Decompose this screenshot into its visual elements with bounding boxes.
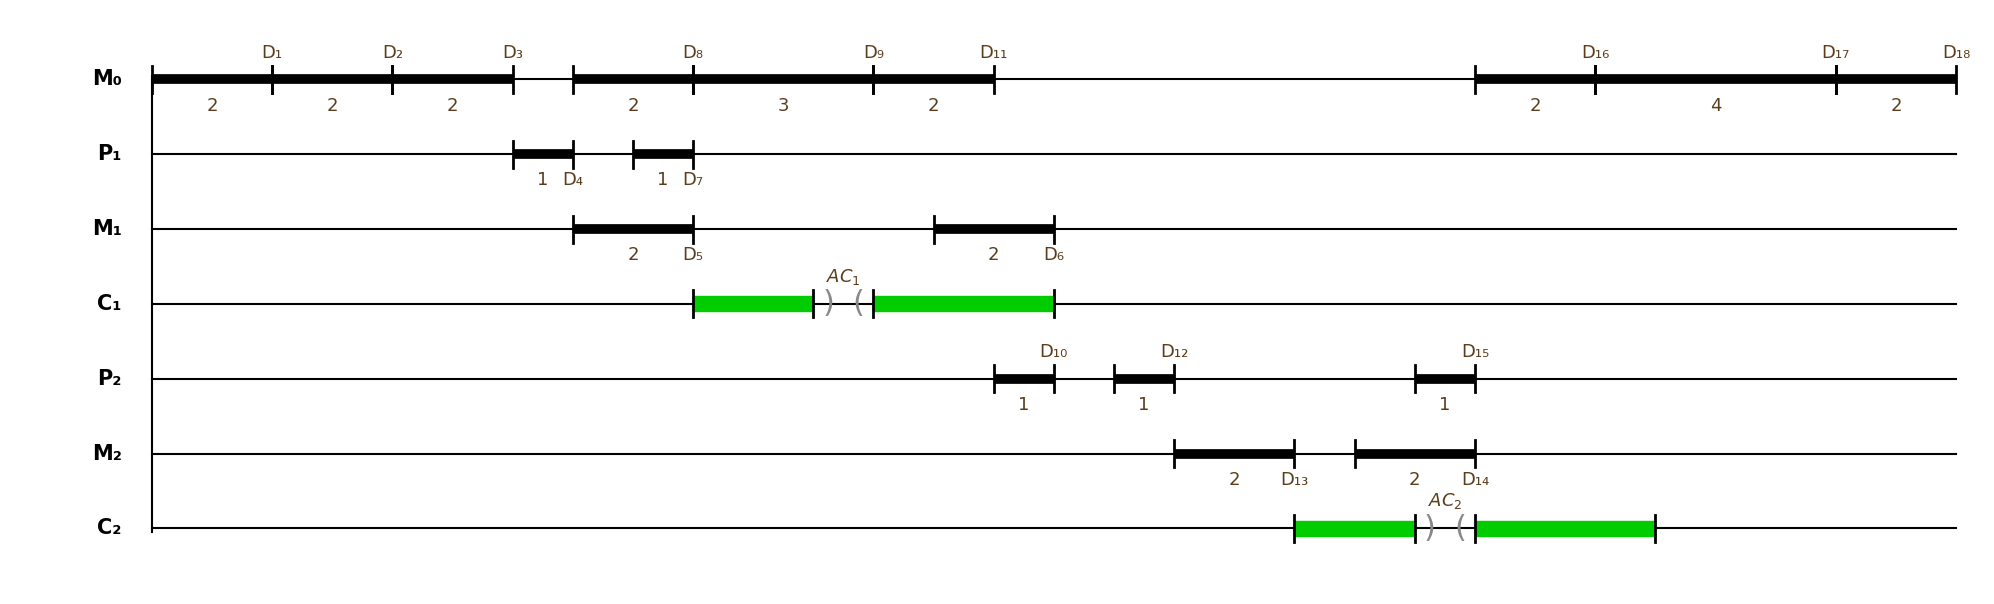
Text: 2: 2	[628, 97, 638, 115]
Text: P₂: P₂	[98, 368, 122, 389]
Text: 2: 2	[327, 97, 337, 115]
Text: D₁₂: D₁₂	[1161, 344, 1188, 361]
Text: ): )	[822, 289, 833, 318]
Text: 1: 1	[536, 172, 548, 190]
Text: 1: 1	[1139, 396, 1151, 414]
Text: D₇: D₇	[682, 172, 704, 190]
Text: M₀: M₀	[92, 69, 122, 89]
Text: D₁₄: D₁₄	[1462, 471, 1490, 489]
Text: D₁₁: D₁₁	[979, 44, 1007, 62]
Text: $AC_2$: $AC_2$	[1428, 491, 1462, 511]
Text: D₁₈: D₁₈	[1942, 44, 1970, 62]
Bar	[1476, 521, 1655, 536]
Text: D₃: D₃	[502, 44, 522, 62]
Text: 2: 2	[1890, 97, 1902, 115]
Text: D₁₅: D₁₅	[1462, 344, 1490, 361]
Text: D₆: D₆	[1043, 246, 1065, 265]
Text: 2: 2	[447, 97, 459, 115]
Text: C₂: C₂	[98, 518, 122, 538]
Text: C₁: C₁	[98, 294, 122, 314]
Text: D₅: D₅	[682, 246, 704, 265]
Text: 2: 2	[1228, 471, 1240, 489]
Bar	[1294, 521, 1414, 536]
Text: D₁₇: D₁₇	[1823, 44, 1850, 62]
Bar	[873, 297, 1055, 311]
Text: M₁: M₁	[92, 219, 122, 239]
Text: D₁₆: D₁₆	[1581, 44, 1609, 62]
Text: (: (	[1454, 514, 1466, 543]
Text: D₈: D₈	[682, 44, 704, 62]
Text: 2: 2	[1410, 471, 1420, 489]
Text: (: (	[853, 289, 863, 318]
Text: M₂: M₂	[92, 443, 122, 463]
Text: D₁: D₁	[261, 44, 283, 62]
Text: 1: 1	[1440, 396, 1450, 414]
Text: 2: 2	[927, 97, 939, 115]
Bar	[694, 297, 814, 311]
Text: 2: 2	[628, 246, 638, 265]
Text: D₁₀: D₁₀	[1039, 344, 1069, 361]
Text: 2: 2	[205, 97, 217, 115]
Text: D₂: D₂	[381, 44, 403, 62]
Text: 2: 2	[987, 246, 999, 265]
Text: ): )	[1424, 514, 1436, 543]
Text: 2: 2	[1529, 97, 1541, 115]
Text: D₉: D₉	[863, 44, 883, 62]
Text: D₄: D₄	[562, 172, 584, 190]
Text: $AC_1$: $AC_1$	[826, 266, 861, 287]
Text: 1: 1	[658, 172, 668, 190]
Text: 3: 3	[778, 97, 790, 115]
Text: P₁: P₁	[98, 144, 122, 164]
Text: 1: 1	[1019, 396, 1029, 414]
Text: 4: 4	[1709, 97, 1721, 115]
Text: D₁₃: D₁₃	[1280, 471, 1308, 489]
